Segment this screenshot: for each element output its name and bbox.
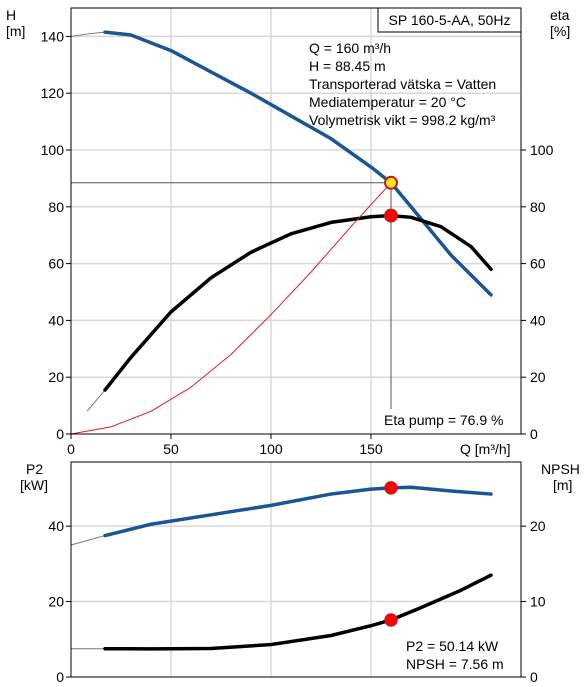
top-xtick-label-50: 50 [163, 441, 179, 457]
bottom-annotation-line-1: P2 = 50.14 kW [406, 638, 499, 654]
x-axis-label: Q [m³/h] [460, 441, 511, 457]
top-ytick-label-left-20: 20 [48, 369, 64, 385]
bottom-right-axis-title: NPSH [541, 461, 580, 477]
bottom-operating-point-1 [384, 481, 398, 495]
top-head-extension [70, 31, 106, 37]
bottom-npsh-curve [103, 573, 493, 651]
bottom-ytick-label-right-10: 10 [530, 594, 546, 610]
top-ytick-label-left-140: 140 [41, 28, 65, 44]
top-operating-point-1 [384, 175, 398, 190]
info-line-3: Transporterad vätska = Vatten [309, 76, 496, 92]
top-ytick-label-right-40: 40 [530, 312, 546, 328]
top-right-axis-unit: [%] [550, 23, 570, 39]
bottom-ytick-label-left-40: 40 [48, 518, 64, 534]
bottom-annotation-bg [402, 635, 517, 675]
top-xtick-label-150: 150 [359, 441, 383, 457]
top-ytick-label-right-100: 100 [530, 142, 554, 158]
bottom-ytick-label-right-20: 20 [530, 518, 546, 534]
info-line-2: H = 88.45 m [309, 58, 386, 74]
bottom-ytick-label-left-0: 0 [56, 669, 64, 685]
top-left-axis-unit: [m] [6, 23, 25, 39]
bottom-left-axis-title: P2 [26, 461, 43, 477]
top-eta-extension [86, 389, 106, 412]
top-ytick-label-left-40: 40 [48, 312, 64, 328]
top-ytick-label-right-20: 20 [530, 369, 546, 385]
top-xtick-label-100: 100 [259, 441, 283, 457]
bottom-p2-curve [103, 485, 493, 538]
bottom-operating-point-2 [384, 613, 398, 627]
bottom-right-axis-unit: [m] [553, 477, 572, 493]
top-ytick-label-left-100: 100 [41, 142, 65, 158]
info-line-5: Volymetrisk vikt = 998.2 kg/m³ [309, 112, 496, 128]
title-box [377, 7, 522, 33]
top-right-axis-title: eta [550, 7, 570, 23]
top-head-curve [103, 30, 493, 297]
eta-annotation-bg [380, 409, 517, 430]
bottom-plot-frame [70, 461, 522, 678]
info-line-1: Q = 160 m³/h [309, 40, 391, 56]
top-ytick-label-right-0: 0 [530, 426, 538, 442]
top-xtick-label-0: 0 [67, 441, 75, 457]
chart-title: SP 160-5-AA, 50Hz [389, 12, 511, 28]
top-operating-point-2 [384, 208, 398, 223]
top-ytick-label-left-80: 80 [48, 199, 64, 215]
bottom-annotation-line-2: NPSH = 7.56 m [406, 656, 504, 672]
top-ytick-label-left-60: 60 [48, 256, 64, 272]
top-ytick-label-right-60: 60 [530, 256, 546, 272]
top-system-curve [70, 182, 392, 435]
top-ytick-label-right-80: 80 [530, 199, 546, 215]
top-plot-frame [70, 7, 522, 435]
bottom-p2-extension [70, 535, 106, 546]
top-ytick-label-left-0: 0 [56, 426, 64, 442]
bottom-left-axis-unit: [kW] [20, 477, 48, 493]
info-line-4: Mediatemperatur = 20 °C [309, 94, 466, 110]
top-left-axis-title: H [6, 7, 16, 23]
bottom-ytick-label-right-0: 0 [530, 669, 538, 685]
top-eta-curve [103, 213, 493, 392]
bottom-ytick-label-left-20: 20 [48, 594, 64, 610]
eta-annotation: Eta pump = 76.9 % [384, 412, 503, 428]
top-ytick-label-left-120: 120 [41, 85, 65, 101]
